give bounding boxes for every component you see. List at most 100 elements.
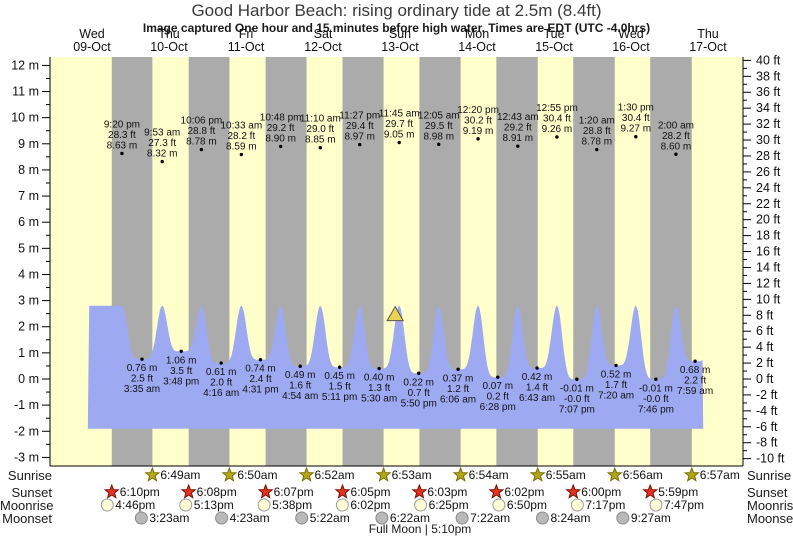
high-tide-point	[516, 144, 520, 148]
low-tide-annotation: 3:48 pm	[163, 376, 199, 387]
sunset-time: 6:10pm	[120, 485, 160, 499]
high-tide-annotation: 8.97 m	[344, 132, 375, 143]
low-tide-annotation: 1.2 ft	[447, 384, 469, 395]
y-axis-label-right: 28 ft	[756, 149, 781, 163]
high-tide-point	[318, 146, 323, 150]
moonrise-circle-icon	[492, 498, 506, 512]
y-axis-label-right: 18 ft	[756, 229, 781, 243]
y-axis-label-right: 34 ft	[756, 101, 781, 115]
low-tide-annotation: 0.68 m	[680, 365, 711, 376]
high-tide-annotation: 9:53 am	[144, 128, 180, 139]
moonset-circle-icon	[295, 511, 309, 525]
low-tide-annotation: -0.0 ft	[643, 394, 669, 405]
moonrise-time: 7:47pm	[664, 498, 704, 512]
y-axis-label-left: 4 m	[18, 267, 39, 281]
high-tide-point	[358, 142, 362, 147]
low-tide-annotation: 1.3 ft	[368, 383, 390, 394]
high-tide-annotation: 12:05 am	[418, 110, 460, 121]
y-axis-label-right: 22 ft	[756, 197, 781, 211]
high-tide-annotation: 28.8 ft	[583, 126, 611, 137]
high-tide-point	[239, 152, 244, 157]
sunrise-time: 6:50am	[237, 468, 277, 482]
moonset-time: 3:23am	[149, 511, 189, 525]
y-axis-label-left: -3 m	[14, 450, 39, 464]
moonrise-circle-icon	[179, 498, 193, 512]
low-tide-annotation: 4:16 am	[203, 388, 239, 399]
sunset-star-icon	[180, 483, 197, 499]
sunset-time: 6:00pm	[581, 485, 621, 499]
moonrise-circle-icon	[257, 498, 271, 512]
y-axis-label-left: 2 m	[18, 320, 39, 334]
low-tide-annotation: 6:28 pm	[480, 402, 516, 413]
low-tide-annotation: 7:46 pm	[638, 404, 674, 415]
sunrise-row-label-left: Sunrise	[7, 468, 52, 483]
high-tide-annotation: 9.27 m	[621, 124, 652, 135]
moonrise-circle-icon	[335, 498, 349, 512]
low-tide-annotation: 0.37 m	[443, 373, 474, 384]
high-tide-annotation: 9:20 pm	[104, 119, 140, 130]
y-axis-label-right: 8 ft	[756, 308, 774, 322]
moonset-time: 5:22am	[310, 511, 350, 525]
high-tide-annotation: 8.78 m	[186, 137, 217, 148]
high-tide-annotation: 8.85 m	[305, 135, 336, 146]
y-axis-label-right: -2 ft	[756, 388, 778, 402]
y-axis-label-right: 10 ft	[756, 292, 781, 306]
high-tide-annotation: 28.2 ft	[227, 131, 255, 142]
y-axis-label-left: 3 m	[18, 294, 39, 308]
high-tide-annotation: 11:10 am	[300, 114, 341, 125]
high-tide-annotation: 29.5 ft	[425, 121, 453, 132]
sunset-time: 5:59pm	[658, 485, 698, 499]
y-axis-label-right: 14 ft	[756, 260, 781, 274]
sunrise-time: 6:52am	[315, 468, 355, 482]
y-axis-label-right: 4 ft	[756, 340, 774, 354]
moonrise-time: 5:13pm	[194, 498, 234, 512]
high-tide-annotation: 12:20 pm	[457, 105, 499, 116]
moonrise-circle-icon	[570, 498, 584, 512]
moonrise-circle-icon	[414, 498, 428, 512]
moonset-time: 7:22am	[470, 511, 510, 525]
moonset-circle-icon	[375, 511, 389, 525]
sunset-star-icon	[103, 483, 120, 499]
y-axis-label-right: 32 ft	[756, 117, 781, 131]
y-axis-label-right: 24 ft	[756, 181, 781, 195]
high-tide-annotation: 10:48 pm	[260, 112, 302, 123]
high-tide-annotation: 30.4 ft	[622, 113, 650, 124]
high-tide-annotation: 11:45 am	[379, 108, 420, 119]
sunrise-star-icon	[452, 466, 469, 482]
high-tide-annotation: 10:33 am	[220, 121, 262, 132]
moonset-circle-icon	[134, 511, 148, 525]
sunset-time: 6:05pm	[351, 485, 391, 499]
moonrise-time: 6:50pm	[507, 498, 547, 512]
moonset-circle-icon	[535, 511, 549, 525]
low-tide-annotation: 7:07 pm	[559, 404, 595, 415]
day-name-label: Sun	[389, 27, 411, 41]
moonset-circle-icon	[616, 511, 630, 525]
low-tide-point	[496, 375, 500, 379]
high-tide-point	[674, 152, 678, 156]
y-axis-label-right: 36 ft	[756, 85, 781, 99]
low-tide-annotation: 1.4 ft	[526, 383, 548, 394]
low-tide-point	[179, 349, 183, 353]
low-tide-annotation: 5:11 pm	[322, 392, 357, 403]
low-tide-point	[298, 364, 302, 368]
day-name-label: Sat	[314, 27, 333, 41]
day-date-label: 10-Oct	[150, 40, 188, 54]
moonset-row-label-left: Moonset	[2, 511, 52, 526]
high-tide-annotation: 12:55 pm	[536, 103, 578, 114]
page-subtitle: Image captured One hour and 15 minutes b…	[142, 21, 651, 35]
high-tide-point	[160, 159, 164, 164]
day-date-label: 13-Oct	[381, 40, 419, 54]
page-title: Good Harbor Beach: rising ordinary tide …	[191, 1, 602, 20]
sunset-row-label-right: Sunset	[747, 485, 788, 500]
current-tide-marker-icon	[386, 305, 405, 322]
day-name-label: Fri	[239, 27, 254, 41]
low-tide-annotation: 5:30 am	[361, 394, 397, 405]
y-axis-label-right: -10 ft	[756, 452, 785, 466]
day-date-label: 11-Oct	[228, 40, 265, 54]
low-tide-point	[535, 366, 539, 370]
y-axis-label-left: -1 m	[14, 398, 39, 412]
moonrise-row-label-left: Moonrise	[0, 498, 54, 513]
high-tide-annotation: 1:20 am	[579, 116, 615, 127]
tide-curve-area	[87, 305, 704, 429]
y-axis-label-right: 6 ft	[756, 324, 774, 338]
